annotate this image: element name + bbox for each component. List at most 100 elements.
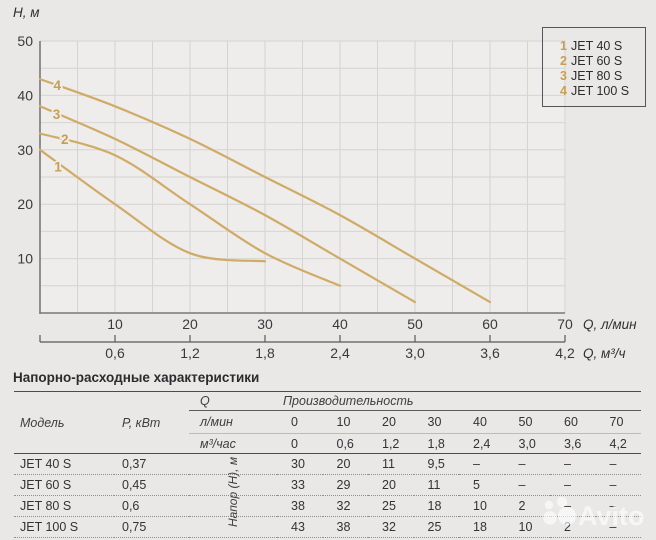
x-axis-unit-label-m3h: Q, м³/ч: [583, 346, 626, 361]
head-value-cell: –: [459, 453, 505, 475]
head-value-cell: 10: [459, 495, 505, 517]
x-tick-label-m3h: 4,2: [555, 345, 575, 361]
curve-jet-100-s: [38, 78, 492, 304]
flow-lmin-value: 50: [504, 410, 550, 434]
head-spacer-cell: [189, 516, 277, 538]
head-value-cell: 2: [504, 495, 550, 517]
model-cell: JET 60 S: [14, 474, 114, 496]
avito-logo-circle: [544, 500, 554, 510]
x-tick-label-lmin: 50: [407, 316, 423, 332]
avito-watermark-text: Avito: [578, 501, 645, 531]
y-tick-label: 40: [17, 87, 33, 103]
curve-number-label: 1: [54, 160, 62, 175]
power-cell: 0,45: [114, 474, 189, 496]
x-tick-label-lmin: 40: [332, 316, 348, 332]
x-tick-label-lmin: 60: [482, 316, 498, 332]
head-value-cell: 18: [459, 516, 505, 538]
curve-number-label: 3: [53, 107, 61, 122]
head-value-cell: 33: [277, 474, 323, 496]
col-header-power: P, кВт: [114, 391, 189, 454]
head-value-cell: 9,5: [413, 453, 459, 475]
legend-item-name: JET 80 S: [571, 69, 623, 83]
y-tick-label: 10: [17, 251, 33, 267]
head-value-cell: 30: [277, 453, 323, 475]
curve-number-label: 2: [61, 132, 69, 147]
legend-item-number: 1: [560, 39, 567, 53]
head-value-cell: 25: [368, 495, 414, 517]
y-tick-label: 30: [17, 142, 33, 158]
legend-item-number: 2: [560, 54, 567, 68]
flow-m3h-value: 1,2: [368, 433, 414, 454]
model-cell: JET 100 S: [14, 516, 114, 538]
flow-m3h-value: 3,0: [504, 433, 550, 454]
flow-lmin-value: 60: [550, 410, 596, 434]
head-value-cell: 38: [277, 495, 323, 517]
head-value-cell: 11: [368, 453, 414, 475]
head-value-cell: –: [595, 453, 642, 475]
head-value-cell: –: [595, 516, 642, 538]
col-header-productivity: Производительность: [277, 391, 642, 411]
legend-item: 2 JET 60 S: [556, 54, 645, 69]
flow-lmin-value: 0: [277, 410, 323, 434]
head-value-cell: 25: [413, 516, 459, 538]
y-axis-unit-label: H, м: [13, 5, 40, 20]
flow-lmin-value: 10: [322, 410, 368, 434]
legend-item-name: JET 100 S: [571, 84, 630, 98]
avito-logo-circle: [558, 507, 576, 525]
flow-lmin-value: 40: [459, 410, 505, 434]
head-value-cell: –: [504, 474, 550, 496]
pump-characteristics-table: Модель P, кВт Q Производительность л/мин…: [14, 391, 642, 538]
head-value-cell: 43: [277, 516, 323, 538]
unit-label-m3h: м³/час: [189, 433, 277, 454]
curve-number-label: 4: [53, 78, 61, 93]
model-cell: JET 40 S: [14, 453, 114, 475]
table-row: JET 60 S 0,45 33 29 20 11 5– – –: [14, 474, 642, 496]
head-value-cell: 11: [413, 474, 459, 496]
x-tick-label-m3h: 1,8: [255, 345, 275, 361]
col-header-q: Q: [189, 391, 277, 411]
head-value-cell: –: [504, 453, 550, 475]
table-row: JET 100 S 0,75 43 38 32 25 18 10 2–: [14, 516, 642, 538]
avito-logo-circle: [543, 511, 557, 525]
head-value-cell: –: [595, 474, 642, 496]
flow-m3h-value: 3,6: [550, 433, 596, 454]
flow-m3h-value: 4,2: [595, 433, 642, 454]
head-spacer-cell: [189, 453, 277, 475]
x-tick-label-m3h: 1,2: [180, 345, 200, 361]
head-value-cell: 32: [368, 516, 414, 538]
legend-item-number: 4: [560, 84, 567, 98]
x-tick-label-m3h: 3,6: [480, 345, 500, 361]
head-axis-label: Напор (H), м: [226, 456, 240, 528]
legend-item-number: 3: [560, 69, 567, 83]
col-header-model: Модель: [14, 391, 114, 454]
table-row: JET 40 S 0,37 30 20 11 9,5– – – –: [14, 453, 642, 475]
x-tick-label-lmin: 10: [107, 316, 123, 332]
model-cell: JET 80 S: [14, 495, 114, 517]
pump-curves-chart: 10 20 30 40 50 10 20 30 40 50 60 70 0,6 1,2 1,8 2,4 3,0 3…: [13, 5, 637, 361]
avito-watermark: Avito: [543, 496, 645, 531]
y-tick-label: 20: [17, 196, 33, 212]
x-tick-label-m3h: 2,4: [330, 345, 350, 361]
head-value-cell: 29: [322, 474, 368, 496]
legend-item: 3 JET 80 S: [556, 69, 645, 84]
x-tick-label-lmin: 30: [257, 316, 273, 332]
unit-label-lmin: л/мин: [189, 410, 277, 434]
power-cell: 0,75: [114, 516, 189, 538]
flow-lmin-value: 20: [368, 410, 414, 434]
flow-m3h-value: 0,6: [322, 433, 368, 454]
flow-m3h-value: 1,8: [413, 433, 459, 454]
legend-item: 4 JET 100 S: [556, 84, 645, 99]
y-tick-label: 50: [17, 33, 33, 49]
flow-m3h-value: 0: [277, 433, 323, 454]
head-value-cell: –: [550, 474, 596, 496]
x-tick-label-m3h: 3,0: [405, 345, 425, 361]
head-value-cell: 5: [459, 474, 505, 496]
head-value-cell: 20: [322, 453, 368, 475]
head-value-cell: 18: [413, 495, 459, 517]
head-value-cell: 20: [368, 474, 414, 496]
flow-m3h-value: 2,4: [459, 433, 505, 454]
legend-item: 1 JET 40 S: [556, 39, 645, 54]
table-row: JET 80 S 0,6 38 32 25 18 10 2– –: [14, 495, 642, 517]
table-title: Напорно-расходные характеристики: [13, 370, 260, 385]
x-tick-label-lmin: 70: [557, 316, 573, 332]
